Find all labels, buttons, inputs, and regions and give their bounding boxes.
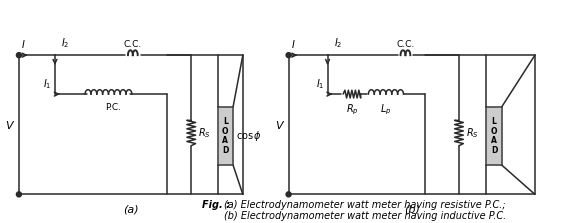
Text: $L_p$: $L_p$	[380, 103, 392, 117]
Text: C.C.: C.C.	[396, 40, 414, 49]
Text: L
O
A
D: L O A D	[222, 117, 228, 155]
Text: $I_1$: $I_1$	[316, 77, 324, 91]
Text: (a) Electrodynamometer watt meter having resistive P.C.;: (a) Electrodynamometer watt meter having…	[224, 200, 505, 210]
Text: $I$: $I$	[291, 38, 296, 50]
Text: $V$: $V$	[275, 119, 285, 131]
Text: Fig. :: Fig. :	[203, 200, 230, 210]
Circle shape	[286, 192, 291, 197]
Text: $R_p$: $R_p$	[346, 103, 358, 117]
Text: $I_2$: $I_2$	[334, 37, 343, 50]
Text: (a): (a)	[123, 204, 138, 214]
FancyBboxPatch shape	[218, 107, 233, 165]
Text: $I_1$: $I_1$	[43, 77, 51, 91]
Text: $\cos\phi$: $\cos\phi$	[236, 129, 262, 143]
FancyBboxPatch shape	[486, 107, 502, 165]
Text: $I_2$: $I_2$	[61, 37, 70, 50]
Text: $R_S$: $R_S$	[466, 126, 479, 140]
Circle shape	[17, 192, 21, 197]
Text: $V$: $V$	[5, 119, 15, 131]
Text: $R_S$: $R_S$	[198, 126, 211, 140]
Text: L
O
A
D: L O A D	[491, 117, 497, 155]
Text: P.C.: P.C.	[105, 103, 121, 112]
Text: C.C.: C.C.	[123, 40, 142, 49]
Circle shape	[17, 53, 21, 58]
Text: (b) Electrodynamometer watt meter having inductive P.C.: (b) Electrodynamometer watt meter having…	[224, 211, 506, 221]
Circle shape	[286, 53, 291, 58]
Text: $I$: $I$	[21, 38, 26, 50]
Text: (b): (b)	[404, 204, 419, 214]
